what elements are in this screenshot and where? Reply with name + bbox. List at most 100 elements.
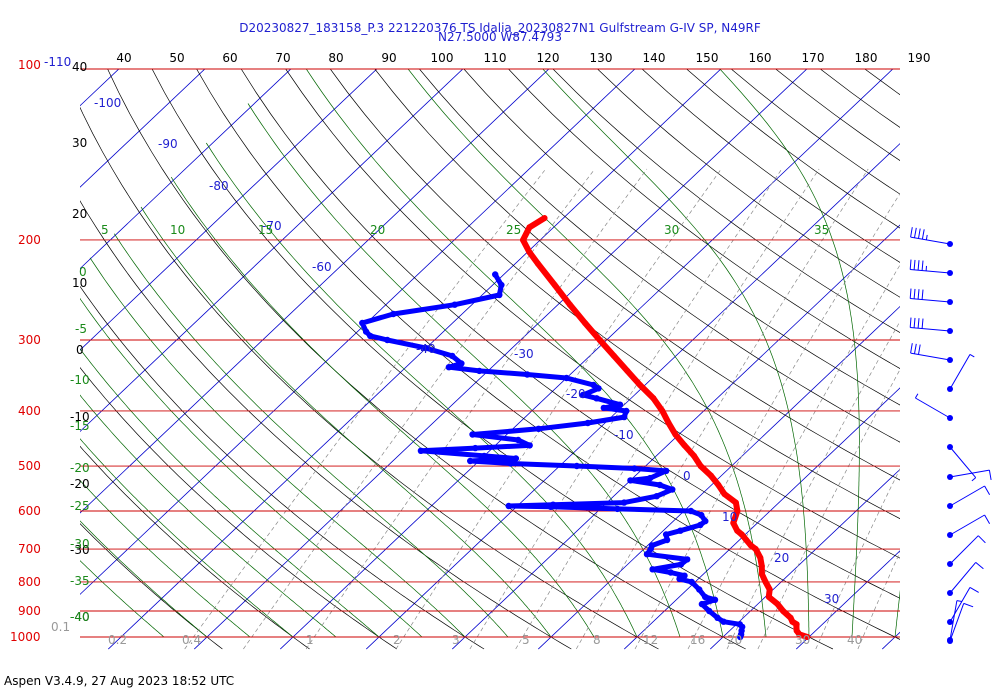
- dewpoint-point: [648, 542, 656, 549]
- dewpoint-point: [663, 467, 670, 475]
- temperature-point: [787, 614, 794, 621]
- moist-adiabat-line: [542, 69, 810, 637]
- isotherm-line: [538, 305, 900, 650]
- top-axis-tick-label: 60: [222, 51, 237, 65]
- moist-adiabat-left-label: -25: [70, 499, 90, 513]
- left-side-label: 10: [72, 276, 87, 290]
- moist-adiabat-left-label: 0: [79, 265, 87, 279]
- isotherm-line: [280, 69, 894, 650]
- moist-adiabat-line: [140, 206, 552, 638]
- temperature-point: [757, 554, 764, 561]
- dry-adiabat-line: [80, 445, 310, 650]
- temperature-point: [758, 571, 765, 578]
- dewpoint-point: [662, 531, 670, 538]
- moist-adiabat-line: [170, 176, 595, 638]
- pressure-tick-label: 700: [18, 542, 41, 556]
- dewpoint-point: [614, 505, 621, 513]
- dewpoint-point: [643, 551, 651, 558]
- dewpoint-point: [359, 319, 366, 327]
- pressure-tick-label: 500: [18, 459, 41, 473]
- sounding-data: [359, 215, 811, 641]
- moist-adiabat-top-label: 35: [814, 223, 829, 237]
- dry-adiabat-line: [419, 69, 900, 443]
- isotherm-label: 0: [683, 469, 691, 483]
- top-axis-tick-label: 140: [643, 51, 666, 65]
- isotherm-line: [366, 143, 900, 650]
- mixing-ratio-label: 1: [306, 633, 314, 647]
- temperature-point: [738, 531, 745, 538]
- isotherm-line: [882, 631, 900, 650]
- dewpoint-point: [451, 301, 458, 308]
- wind-barb: [947, 469, 992, 480]
- dry-adiabat-line: [909, 69, 1000, 649]
- wind-barb-flag: [909, 317, 912, 328]
- wind-barb-staff: [949, 562, 977, 594]
- moist-adiabat-top-label: 30: [664, 223, 679, 237]
- dewpoint-point: [458, 360, 465, 367]
- moist-adiabat-left-label: -15: [70, 419, 90, 433]
- isotherm-line: [710, 468, 900, 650]
- wind-barb: [947, 535, 986, 567]
- dewpoint-point: [646, 474, 654, 482]
- dry-adiabat-line: [80, 285, 485, 650]
- temperature-point: [624, 367, 631, 374]
- dewpoint-point: [476, 367, 483, 375]
- mixing-ratio-label: 2: [393, 633, 401, 647]
- dry-adiabat-line: [463, 69, 900, 406]
- moist-adiabat-line: [80, 297, 423, 638]
- wind-barb: [914, 393, 953, 421]
- dewpoint-point: [526, 442, 533, 449]
- dry-adiabat-line: [80, 523, 223, 650]
- dewpoint-point: [593, 395, 600, 402]
- temperature-point: [774, 601, 781, 608]
- dewpoint-point: [549, 501, 557, 508]
- wind-barb-flag: [909, 288, 912, 299]
- pressure-tick-label: 300: [18, 333, 41, 347]
- dry-adiabat-line: [686, 69, 900, 229]
- left-side-label: -30: [70, 543, 90, 557]
- mixing-ratio-line: [515, 168, 820, 650]
- wind-barb-half-flag: [969, 353, 975, 358]
- isotherm-label: -40: [416, 342, 436, 356]
- wind-barb-flag: [921, 229, 925, 240]
- moist-adiabat-line: [247, 103, 681, 638]
- dewpoint-point: [515, 436, 522, 444]
- top-axis-tick-label: 100: [431, 51, 454, 65]
- left-side-label: 0: [76, 343, 84, 357]
- temperature-point: [672, 431, 679, 438]
- left-side-label: -20: [70, 477, 90, 491]
- moist-adiabat-top-label: 20: [370, 223, 385, 237]
- dry-adiabat-line: [374, 69, 900, 481]
- wind-barb-flag: [913, 259, 916, 270]
- dry-adiabat-line: [285, 69, 900, 559]
- isotherm-label: -70: [262, 219, 282, 233]
- dewpoint-point: [627, 477, 634, 484]
- temperature-point: [526, 224, 533, 231]
- dewpoint-point: [649, 566, 656, 573]
- temperature-point: [715, 482, 722, 488]
- moist-adiabat-left-label: -40: [70, 610, 90, 624]
- wind-barb-staff: [910, 298, 951, 303]
- temperature-point: [734, 527, 741, 534]
- wind-barb: [909, 259, 953, 276]
- dewpoint-point: [621, 413, 628, 421]
- temperature-point: [596, 337, 603, 343]
- dewpoint-point: [481, 452, 488, 460]
- temperature-point: [610, 352, 617, 359]
- temperature-point: [747, 542, 754, 549]
- dewpoint-point: [445, 364, 453, 371]
- wind-barb-flag: [969, 586, 979, 593]
- wind-barb: [947, 444, 977, 482]
- dewpoint-point: [663, 536, 671, 544]
- mixing-ratio-label: 8: [593, 633, 601, 647]
- isotherm-label: -90: [158, 137, 178, 151]
- dewpoint-point: [684, 556, 691, 563]
- moist-adiabat-top-label: 25: [506, 223, 521, 237]
- wind-barb: [947, 562, 984, 596]
- top-axis-tick-label: 40: [116, 51, 131, 65]
- moist-adiabat-top-label: 15: [258, 223, 273, 237]
- moist-adiabat-line: [80, 520, 208, 638]
- footer-version-timestamp: Aspen V3.4.9, 27 Aug 2023 18:52 UTC: [4, 674, 235, 688]
- temperature-point: [520, 237, 526, 243]
- wind-barb-flag: [963, 602, 974, 608]
